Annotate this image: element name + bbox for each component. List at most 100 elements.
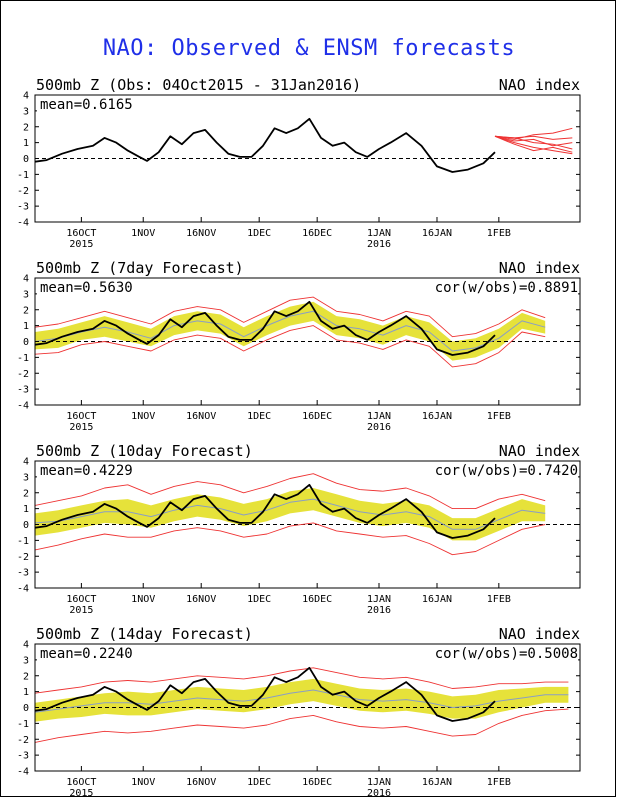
- y-tick-label: 0: [23, 520, 29, 531]
- y-tick-label: -1: [17, 170, 29, 181]
- x-tick-label: 1JAN: [367, 594, 391, 605]
- spread-band: [35, 678, 569, 722]
- spread-band: [35, 488, 546, 541]
- y-tick-label: -2: [17, 735, 29, 746]
- index-label: NAO index: [499, 259, 580, 277]
- panel-title: 500mb Z (14day Forecast): [36, 625, 253, 643]
- x-tick-label: 16JAN: [422, 777, 452, 788]
- plot-area: [35, 666, 580, 743]
- y-tick-label: -1: [17, 353, 29, 364]
- observed-line: [35, 483, 496, 539]
- forecast-member-5: [494, 135, 573, 153]
- x-tick-label: 16DEC: [302, 411, 332, 422]
- panel-4: 500mb Z (14day Forecast) NAO index 4 3 2 1 0 -1…: [17, 625, 581, 799]
- x-tick-label: 16DEC: [302, 594, 332, 605]
- x-tick-label: 1JAN: [367, 411, 391, 422]
- x-tick-label: 1DEC: [247, 411, 271, 422]
- x-tick-label: 1FEB: [487, 411, 511, 422]
- y-tick-label: 2: [23, 305, 29, 316]
- panel-1: 500mb Z (Obs: 04Oct2015 - 31Jan2016) NAO …: [17, 76, 581, 250]
- y-tick-label: 1: [23, 687, 29, 698]
- y-tick-label: -2: [17, 552, 29, 563]
- panel-title: 500mb Z (Obs: 04Oct2015 - 31Jan2016): [36, 76, 361, 94]
- x-tick-sublabel: 2016: [367, 239, 391, 250]
- x-tick-label: 1NOV: [131, 777, 155, 788]
- mean-label: mean=0.4229: [40, 463, 133, 479]
- member-upper-line: [35, 667, 569, 694]
- x-tick-label: 1DEC: [247, 777, 271, 788]
- cor-label-bg: [410, 279, 578, 296]
- cor-label: cor(w/obs)=0.7420: [435, 463, 578, 479]
- x-tick-label: 16NOV: [186, 411, 216, 422]
- panel-title: 500mb Z (7day Forecast): [36, 259, 244, 277]
- y-tick-label: 2: [23, 488, 29, 499]
- y-tick-label: 1: [23, 504, 29, 515]
- x-tick-label: 1JAN: [367, 777, 391, 788]
- index-label: NAO index: [499, 625, 580, 643]
- forecast-member-2: [494, 127, 573, 140]
- y-tick-label: -3: [17, 385, 29, 396]
- x-tick-label: 16JAN: [422, 228, 452, 239]
- x-tick-label: 16DEC: [302, 228, 332, 239]
- member-lower-line: [35, 522, 546, 556]
- x-tick-label: 1NOV: [131, 594, 155, 605]
- mean-label: mean=0.5630: [40, 280, 133, 296]
- x-tick-label: 1NOV: [131, 411, 155, 422]
- y-tick-label: -2: [17, 186, 29, 197]
- member-upper-line: [35, 473, 546, 510]
- y-tick-label: 4: [23, 91, 29, 102]
- y-tick-label: 2: [23, 671, 29, 682]
- y-tick-label: -4: [17, 218, 29, 229]
- y-tick-label: 3: [23, 472, 29, 483]
- y-tick-label: -4: [17, 401, 29, 412]
- y-tick-label: 4: [23, 274, 29, 285]
- observed-line: [35, 300, 496, 356]
- x-tick-label: 16DEC: [302, 777, 332, 788]
- cor-label: cor(w/obs)=0.5008: [435, 646, 578, 662]
- panel-3: 500mb Z (10day Forecast) NAO index 4 3 2 1 0 -1…: [17, 442, 581, 616]
- y-tick-label: 4: [23, 640, 29, 651]
- x-tick-label: 16JAN: [422, 411, 452, 422]
- x-tick-sublabel: 2015: [69, 605, 93, 616]
- x-tick-label: 16NOV: [186, 228, 216, 239]
- forecast-member-3: [494, 135, 573, 155]
- forecast-member-4: [494, 135, 573, 147]
- x-tick-label: 1FEB: [487, 594, 511, 605]
- y-tick-label: 0: [23, 703, 29, 714]
- plot-area: [35, 473, 580, 556]
- y-tick-label: 3: [23, 106, 29, 117]
- index-label: NAO index: [499, 442, 580, 460]
- cor-label: cor(w/obs)=0.8891: [435, 280, 578, 296]
- y-tick-label: -3: [17, 568, 29, 579]
- x-tick-label: 16JAN: [422, 594, 452, 605]
- plot-area: [35, 296, 580, 368]
- panel-2: 500mb Z (7day Forecast) NAO index 4 3 2 1 0 -1 -…: [17, 259, 581, 433]
- x-tick-label: 1FEB: [487, 228, 511, 239]
- mean-label-bg: [37, 645, 172, 662]
- y-tick-label: 4: [23, 457, 29, 468]
- x-tick-label: 16OCT: [66, 228, 96, 239]
- forecast-member-6: [494, 135, 573, 140]
- x-tick-sublabel: 2016: [367, 788, 391, 799]
- ensemble-mean-line: [35, 310, 546, 352]
- member-lower-line: [35, 325, 546, 368]
- x-tick-label: 16NOV: [186, 777, 216, 788]
- observed-line: [35, 666, 496, 722]
- panel-title: 500mb Z (10day Forecast): [36, 442, 253, 460]
- y-tick-label: -3: [17, 202, 29, 213]
- y-tick-label: -3: [17, 751, 29, 762]
- y-tick-label: 0: [23, 154, 29, 165]
- x-tick-label: 1DEC: [247, 594, 271, 605]
- x-tick-sublabel: 2016: [367, 605, 391, 616]
- y-tick-label: 0: [23, 337, 29, 348]
- mean-label: mean=0.2240: [40, 646, 133, 662]
- chart-title: NAO: Observed & ENSM forecasts: [102, 36, 516, 61]
- mean-label-bg: [37, 96, 172, 113]
- x-tick-label: 1FEB: [487, 777, 511, 788]
- ensemble-mean-line: [35, 689, 569, 713]
- x-tick-sublabel: 2015: [69, 788, 93, 799]
- x-tick-sublabel: 2016: [367, 422, 391, 433]
- y-tick-label: 3: [23, 655, 29, 666]
- x-tick-label: 16OCT: [66, 594, 96, 605]
